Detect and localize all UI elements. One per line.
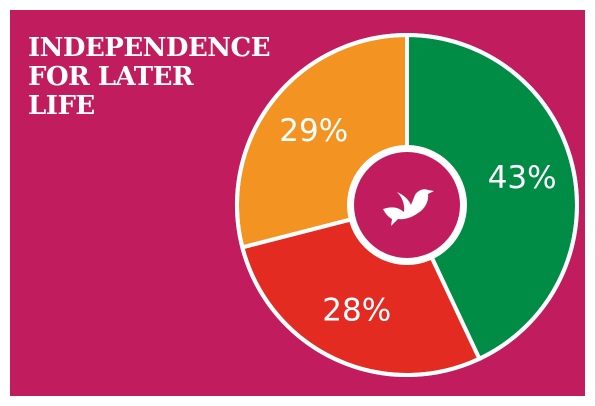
outer-ring [235, 33, 579, 377]
value-label: 28% [322, 292, 391, 328]
chart-title: INDEPENDENCE FOR LATER LIFE [28, 33, 271, 121]
value-label: 43% [488, 160, 557, 196]
slices [235, 32, 579, 377]
dove-icon [383, 189, 434, 226]
value-label: 29% [279, 113, 348, 149]
